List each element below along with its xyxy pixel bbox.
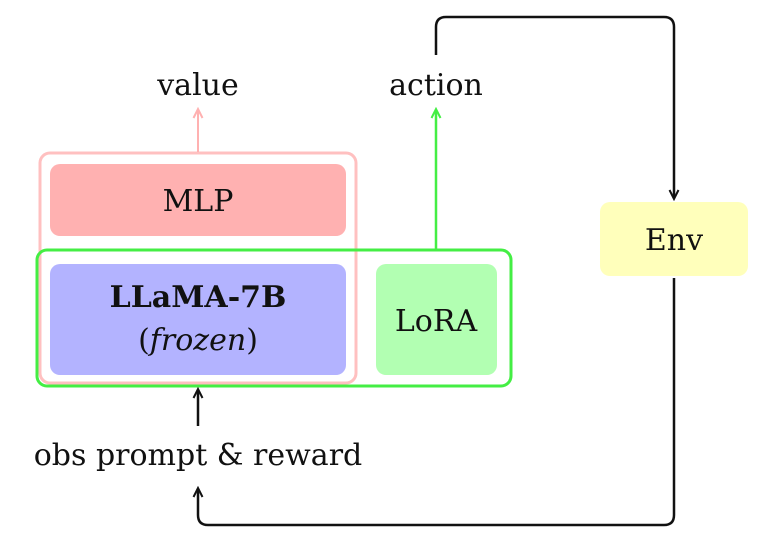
policy-frame	[35, 248, 513, 388]
llama-title: LLaMA-7B	[110, 280, 287, 315]
value-head-frame	[38, 151, 358, 385]
value-label: value	[156, 68, 239, 103]
llama-subtitle: (frozen)	[138, 323, 258, 358]
env-to-input-arrow	[198, 278, 676, 527]
env-box	[600, 202, 748, 276]
mlp-box	[50, 164, 346, 236]
action-label: action	[389, 68, 483, 103]
lora-box	[376, 264, 497, 375]
env-label: Env	[645, 223, 703, 258]
mlp-label: MLP	[163, 184, 234, 219]
action-to-env-arrow	[434, 15, 674, 198]
input-label: obs prompt & reward	[34, 438, 363, 473]
llama-box	[50, 264, 346, 375]
lora-label: LoRA	[395, 304, 478, 339]
